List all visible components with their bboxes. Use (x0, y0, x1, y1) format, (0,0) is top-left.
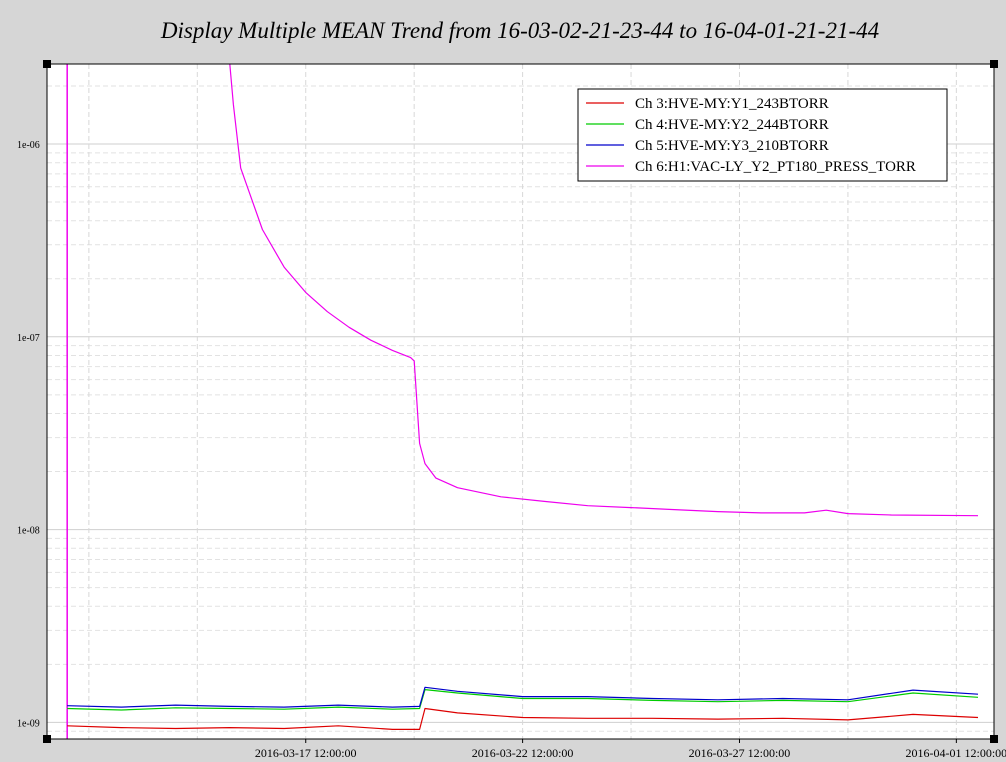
plot-frame (46, 63, 995, 740)
series-line-ch3 (67, 707, 979, 731)
y-tick-label: 1e-09 (17, 718, 40, 729)
y-tick-label: 1e-07 (17, 333, 40, 344)
x-tick-label: 2016-03-17 12:00:00 (255, 746, 357, 760)
corner-handle (43, 60, 51, 68)
legend-entry: Ch 6:H1:VAC-LY_Y2_PT180_PRESS_TORR (635, 159, 916, 175)
legend-entry: Ch 3:HVE-MY:Y1_243BTORR (635, 96, 829, 112)
x-tick-label: 2016-03-27 12:00:00 (689, 746, 791, 760)
legend-entry: Ch 4:HVE-MY:Y2_244BTORR (635, 117, 829, 133)
series-layer (66, 63, 979, 739)
corner-handle (990, 60, 998, 68)
y-tick-label: 1e-06 (17, 140, 40, 151)
chart-title: Display Multiple MEAN Trend from 16-03-0… (160, 18, 880, 43)
series-line-ch4 (67, 688, 979, 711)
frame-corner-handles (43, 60, 998, 743)
x-tick-label: 2016-04-01 12:00:00 (906, 746, 1006, 760)
corner-handle (43, 735, 51, 743)
corner-handle (990, 735, 998, 743)
legend-entry: Ch 5:HVE-MY:Y3_210BTORR (635, 138, 829, 154)
x-tick-label: 2016-03-22 12:00:00 (472, 746, 574, 760)
grid (47, 64, 994, 739)
legend: Ch 3:HVE-MY:Y1_243BTORR Ch 4:HVE-MY:Y2_24… (577, 88, 948, 182)
axes: 2016-03-17 12:00:00 2016-03-22 12:00:00 20… (17, 140, 1006, 760)
legend-box (577, 88, 948, 182)
series-line-ch6 (229, 63, 979, 517)
y-tick-label: 1e-08 (17, 526, 40, 537)
series-line-ch5 (67, 686, 979, 708)
